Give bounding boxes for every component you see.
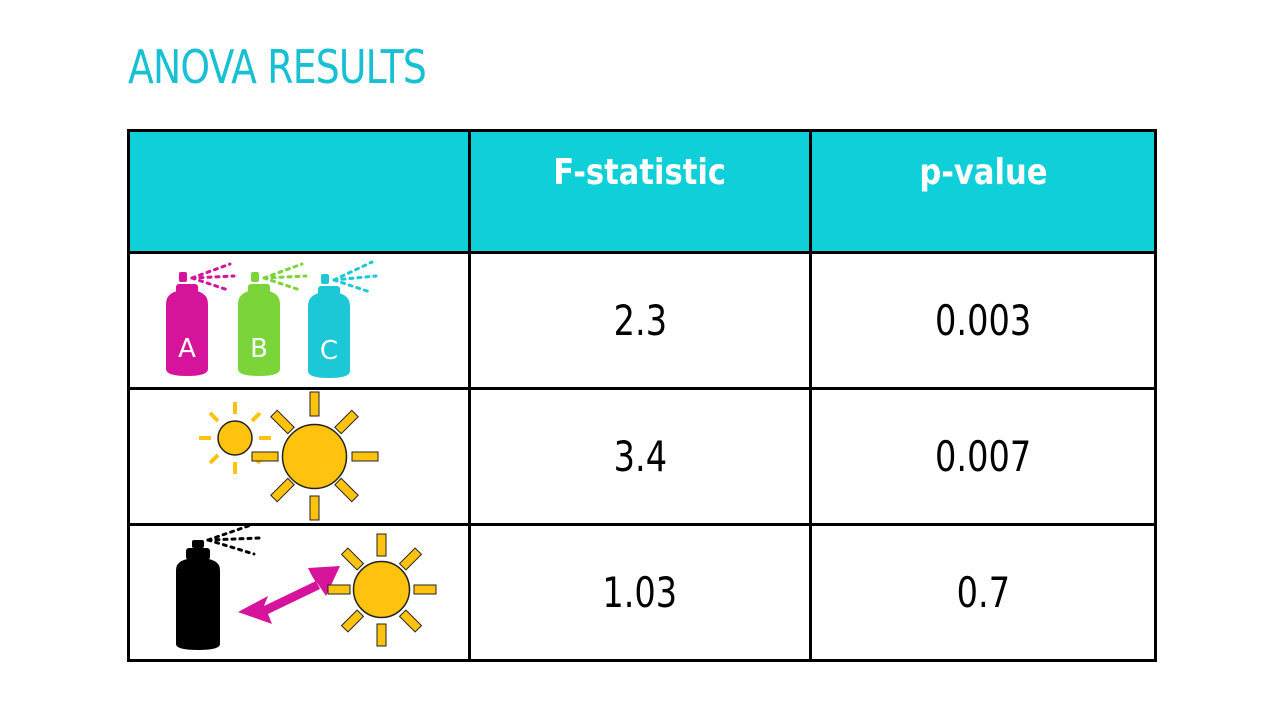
suns-icon: [199, 391, 379, 521]
header-p-value-label: p-value: [918, 152, 1048, 193]
p-value-cell: 0.007: [809, 387, 1157, 526]
spray-cans-abc-icon: A B: [166, 260, 378, 378]
table-row: A B: [127, 251, 1157, 390]
page-title: ANOVA RESULTS: [128, 40, 427, 94]
p-value-cell: 0.003: [809, 251, 1157, 390]
anova-table: F-statistic p-value A: [127, 129, 1157, 662]
f-statistic-value: 1.03: [602, 568, 678, 617]
row-icon-cell: [127, 387, 471, 526]
header-f-statistic-label: F-statistic: [553, 152, 727, 193]
f-statistic-cell: 3.4: [468, 387, 812, 526]
p-value-value: 0.7: [956, 568, 1010, 617]
f-statistic-cell: 1.03: [468, 523, 812, 662]
header-empty: [127, 129, 471, 254]
p-value-value: 0.003: [934, 296, 1032, 345]
f-statistic-value: 2.3: [613, 296, 667, 345]
spray-sun-interaction-icon: [176, 526, 437, 650]
header-p-value: p-value: [809, 129, 1157, 254]
f-statistic-cell: 2.3: [468, 251, 812, 390]
p-value-cell: 0.7: [809, 523, 1157, 662]
table-row: 1.03 0.7: [127, 523, 1157, 662]
header-f-statistic: F-statistic: [468, 129, 812, 254]
table-header-row: F-statistic p-value: [127, 129, 1157, 254]
spray-can-c-label: C: [320, 336, 338, 366]
spray-can-b-label: B: [250, 334, 268, 364]
row-icon-cell: [127, 523, 471, 662]
spray-can-a-label: A: [178, 334, 196, 364]
p-value-value: 0.007: [934, 432, 1032, 481]
table-row: 3.4 0.007: [127, 387, 1157, 526]
row-icon-cell: A B: [127, 251, 471, 390]
f-statistic-value: 3.4: [613, 432, 667, 481]
